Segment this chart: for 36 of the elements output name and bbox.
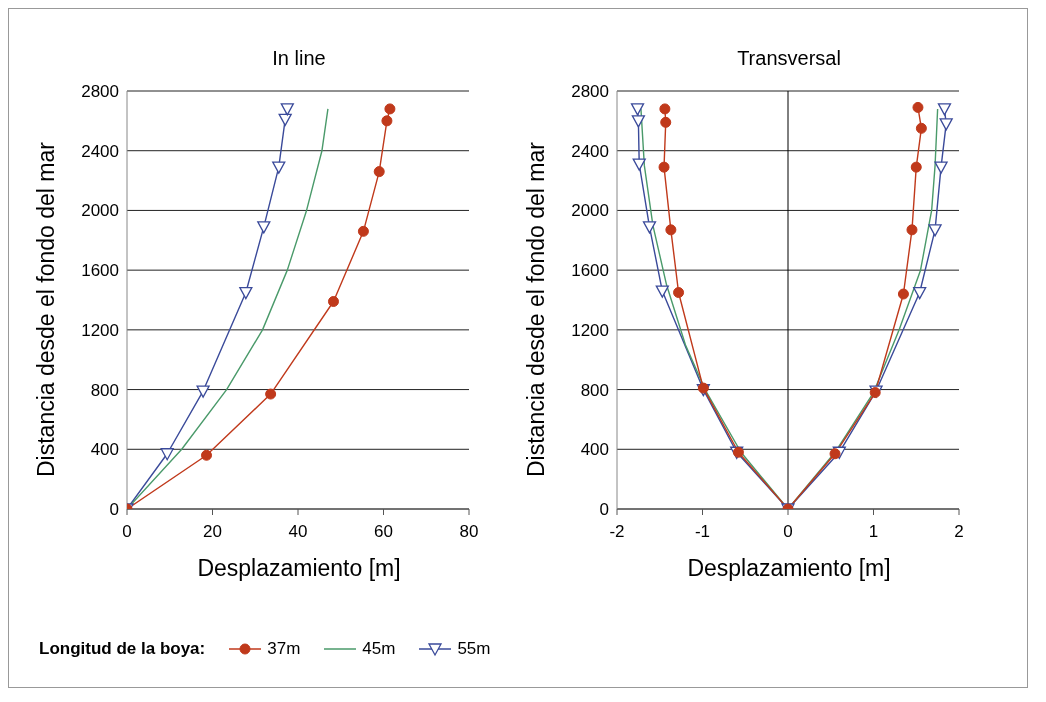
x-tick-label: 20	[203, 522, 222, 542]
legend-label: 37m	[267, 639, 301, 659]
y-tick-label: 2800	[81, 82, 119, 102]
legend-label: 55m	[457, 639, 491, 659]
y-tick-label: 2400	[81, 141, 119, 161]
y-tick-label: 1600	[81, 261, 119, 281]
y-tick-label: 1200	[571, 320, 609, 340]
y-tick-label: 400	[90, 440, 119, 460]
y-axis-title: Distancia desde el fondo del mar	[32, 141, 60, 477]
x-axis-title: Desplazamiento [m]	[686, 555, 892, 582]
x-tick-label: 40	[288, 522, 308, 542]
y-tick-label: 2800	[571, 82, 609, 102]
x-tick-label: 80	[459, 522, 479, 542]
y-axis-title: Distancia desde el fondo del mar	[522, 141, 550, 477]
y-tick-label: 1200	[81, 320, 119, 340]
x-tick-label: -2	[609, 522, 625, 542]
x-tick-label: 2	[954, 522, 964, 542]
y-tick-label: 2000	[571, 201, 609, 221]
y-tick-label: 800	[90, 380, 119, 400]
y-tick-label: 0	[109, 500, 119, 520]
y-tick-label: 2000	[81, 201, 119, 221]
y-tick-label: 1600	[571, 261, 609, 281]
chart-title: Transversal	[736, 47, 842, 70]
y-tick-label: 0	[599, 500, 609, 520]
x-tick-label: 1	[868, 522, 879, 542]
y-tick-label: 2400	[571, 141, 609, 161]
x-tick-label: 0	[783, 522, 793, 542]
x-tick-label: 0	[122, 522, 132, 542]
legend-label: 45m	[362, 639, 396, 659]
x-tick-label: 60	[374, 522, 393, 542]
x-axis-title: Desplazamiento [m]	[196, 555, 402, 582]
x-tick-label: -1	[694, 522, 711, 542]
y-tick-label: 800	[580, 380, 609, 400]
y-tick-label: 400	[580, 440, 609, 460]
legend-title: Longitud de la boya:	[39, 639, 206, 659]
chart-title: In line	[271, 47, 327, 70]
